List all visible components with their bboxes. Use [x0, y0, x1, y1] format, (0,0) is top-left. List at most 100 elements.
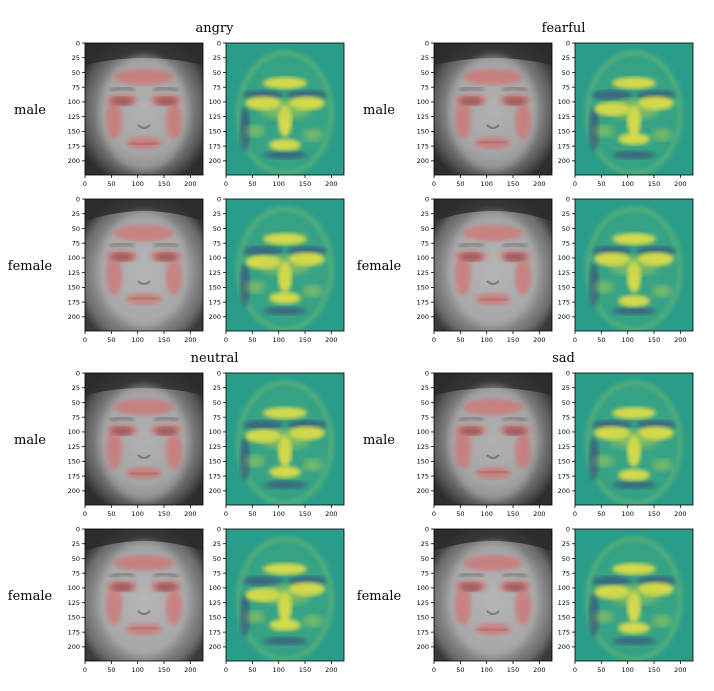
row-label-0-1: female	[8, 259, 53, 274]
overlay-2-1	[106, 555, 182, 635]
y-tick-label-face-3-1-5: 125	[417, 599, 429, 607]
y-tick-label-face-0-0-4: 100	[68, 98, 80, 106]
heat-high-1-1-4	[612, 233, 656, 245]
heat-mid-0-1-1	[303, 285, 323, 297]
y-tick-label-heat-0-1-2: 50	[213, 225, 221, 233]
heat-outline-0-1	[236, 206, 334, 331]
y-tick-label-face-3-0-5: 125	[417, 443, 429, 451]
overlay-spot-3-0-3	[463, 399, 523, 415]
y-tick-label-face-0-0-0: 0	[76, 39, 80, 47]
group-sad: sad male 0 50 100 150 200 0 25 50 75 100 125 150 175 20…	[357, 351, 694, 674]
overlay-spot-2-0-2	[126, 467, 162, 479]
row-label-1-1: female	[357, 259, 402, 274]
y-tick-label-heat-2-1-8: 200	[209, 643, 221, 651]
heat-high-1-0-2	[618, 133, 650, 145]
nose-0-0	[137, 124, 151, 129]
y-tick-label-heat-0-1-1: 25	[213, 210, 221, 218]
heatmap-content-2-0	[236, 380, 334, 505]
overlay-spot-2-1-4	[106, 585, 122, 625]
x-tick-label-heat-2-0-0: 0	[224, 510, 228, 518]
heat-low-3-1-3	[589, 593, 599, 637]
overlay-spot-0-1-2	[126, 293, 162, 305]
x-tick-label-face-2-1-2: 100	[131, 666, 143, 674]
overlay-3-1	[455, 555, 531, 635]
y-tick-label-heat-2-1-5: 125	[209, 599, 221, 607]
y-tick-label-heat-1-1-2: 50	[562, 225, 570, 233]
heat-mid-1-1-0	[594, 281, 614, 293]
heat-low-0-1-0	[243, 246, 283, 256]
x-tick-label-face-0-0-2: 100	[131, 180, 143, 188]
y-tick-label-heat-0-0-0: 0	[217, 39, 221, 47]
y-tick-label-face-1-0-1: 25	[421, 54, 429, 62]
y-tick-label-heat-0-1-4: 100	[209, 254, 221, 262]
heat-low-3-1-2	[612, 637, 656, 645]
heatmap-panel-1-0: 0 50 100 150 200 0 25 50 75 100 125 150 175 200	[558, 39, 694, 188]
y-tick-label-heat-0-0-8: 200	[209, 157, 221, 165]
x-tick-label-heat-3-1-3: 150	[648, 666, 660, 674]
y-tick-label-face-0-1-3: 75	[72, 239, 80, 247]
x-tick-label-heat-0-1-1: 50	[248, 336, 256, 344]
y-tick-label-face-0-0-5: 125	[68, 113, 80, 121]
x-tick-label-heat-2-1-3: 150	[299, 666, 311, 674]
face-oval-0-1	[100, 211, 188, 327]
y-tick-label-heat-0-0-2: 50	[213, 69, 221, 77]
x-tick-label-heat-2-1-1: 50	[248, 666, 256, 674]
x-tick-label-face-0-1-4: 200	[184, 336, 196, 344]
x-tick-label-heat-3-1-4: 200	[674, 666, 686, 674]
y-tick-label-face-1-0-5: 125	[417, 113, 429, 121]
x-tick-label-face-0-0-0: 0	[83, 180, 87, 188]
y-tick-label-face-2-1-0: 0	[76, 525, 80, 533]
x-tick-label-heat-1-1-1: 50	[597, 336, 605, 344]
overlay-spot-1-0-4	[455, 99, 471, 139]
x-tick-label-face-0-0-4: 200	[184, 180, 196, 188]
overlay-spot-0-0-1	[150, 94, 182, 106]
overlay-spot-3-1-3	[463, 555, 523, 571]
group-angry: angry male 0 50 100 150 200 0 25 50 75 100 125 150 175…	[8, 21, 345, 344]
y-tick-label-heat-3-0-7: 175	[558, 472, 570, 480]
y-tick-label-face-3-0-4: 100	[417, 428, 429, 436]
x-tick-label-face-2-1-1: 50	[107, 666, 115, 674]
y-tick-label-heat-1-0-1: 25	[562, 54, 570, 62]
y-tick-label-heat-3-0-6: 150	[558, 458, 570, 466]
y-tick-label-heat-3-0-5: 125	[558, 443, 570, 451]
x-tick-label-heat-1-1-0: 0	[573, 336, 577, 344]
heat-high-2-1-2	[269, 619, 301, 631]
y-tick-label-face-1-1-1: 25	[421, 210, 429, 218]
y-tick-label-heat-1-1-6: 150	[558, 284, 570, 292]
y-tick-label-face-2-0-0: 0	[76, 369, 80, 377]
x-tick-label-heat-2-1-4: 200	[325, 666, 337, 674]
heatmap-content-3-1	[585, 536, 683, 661]
heat-mid-2-0-1	[303, 459, 323, 471]
x-tick-label-heat-0-0-2: 100	[272, 180, 284, 188]
y-tick-label-face-0-0-1: 25	[72, 54, 80, 62]
x-tick-label-face-1-1-1: 50	[456, 336, 464, 344]
row-label-2-0: male	[14, 433, 46, 448]
y-tick-label-face-3-1-4: 100	[417, 584, 429, 592]
x-tick-label-heat-3-0-1: 50	[597, 510, 605, 518]
y-tick-label-heat-1-0-6: 150	[558, 128, 570, 136]
y-tick-label-face-1-1-6: 150	[417, 284, 429, 292]
row-label-3-1: female	[357, 589, 402, 604]
panel-frame-heat-0-0	[225, 42, 345, 176]
heat-outline-0-0	[236, 50, 334, 175]
x-tick-label-face-2-0-0: 0	[83, 510, 87, 518]
overlay-spot-3-0-1	[499, 424, 531, 436]
overlay-spot-0-0-5	[166, 103, 182, 139]
x-tick-label-heat-3-1-2: 100	[621, 666, 633, 674]
x-tick-label-heat-2-0-2: 100	[272, 510, 284, 518]
heat-high-1-0-4	[612, 77, 656, 89]
y-tick-label-face-0-0-2: 50	[72, 69, 80, 77]
panel-frame-face-2-0	[84, 372, 204, 506]
heat-mid-1-1-2	[608, 255, 660, 275]
y-tick-label-heat-2-0-0: 0	[217, 369, 221, 377]
y-tick-label-face-2-1-4: 100	[68, 584, 80, 592]
row-label-0-0: male	[14, 103, 46, 118]
x-tick-label-heat-2-0-1: 50	[248, 510, 256, 518]
x-tick-label-face-1-1-2: 100	[480, 336, 492, 344]
y-tick-label-face-0-0-6: 150	[68, 128, 80, 136]
y-tick-label-face-2-1-1: 25	[72, 540, 80, 548]
y-tick-label-face-0-1-5: 125	[68, 269, 80, 277]
y-tick-label-heat-0-0-4: 100	[209, 98, 221, 106]
y-tick-label-face-3-1-6: 150	[417, 614, 429, 622]
y-tick-label-face-2-0-4: 100	[68, 428, 80, 436]
